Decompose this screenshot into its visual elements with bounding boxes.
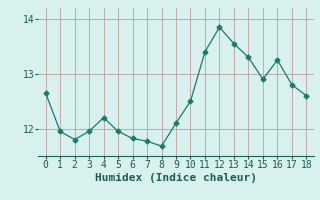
X-axis label: Humidex (Indice chaleur): Humidex (Indice chaleur)	[95, 173, 257, 183]
